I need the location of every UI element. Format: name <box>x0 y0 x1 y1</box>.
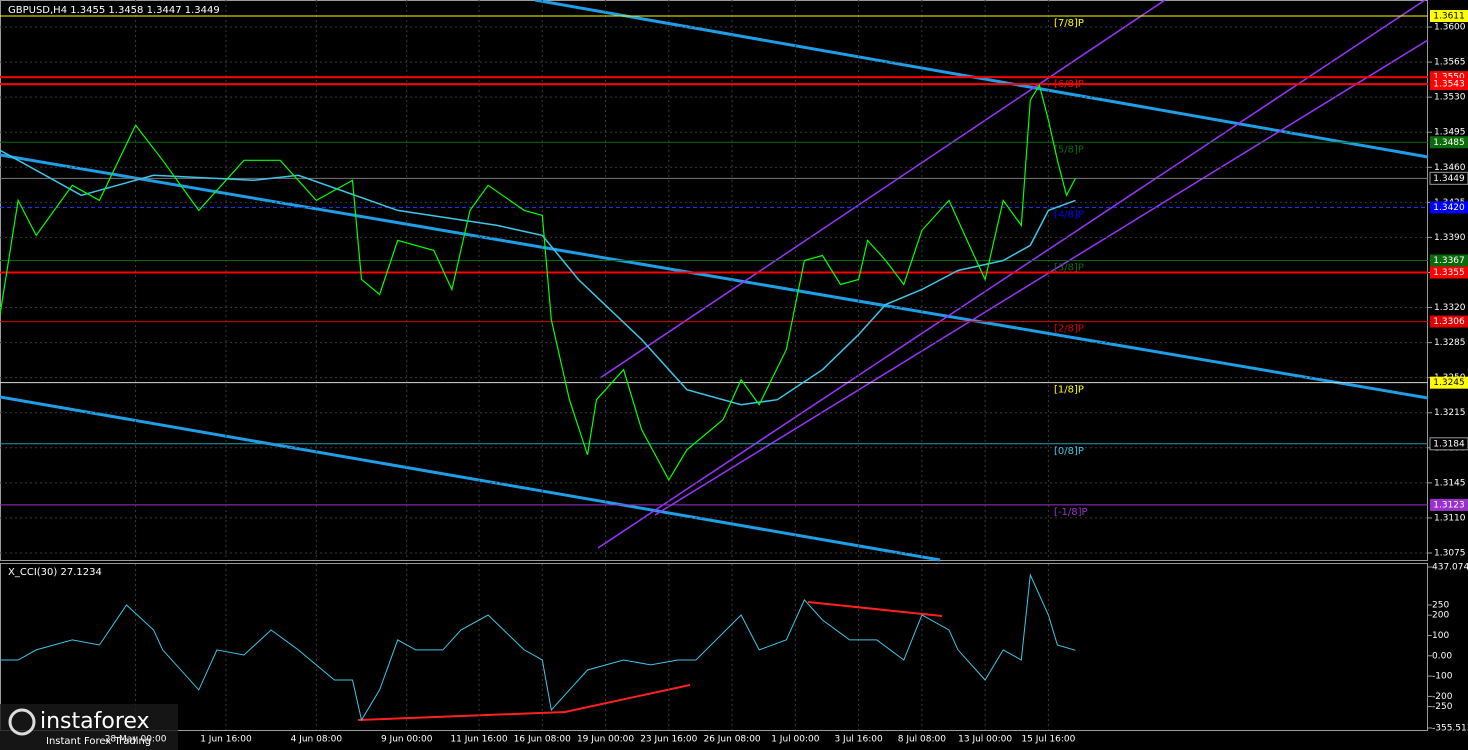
x-tick-label: 19 Jun 00:00 <box>577 735 634 745</box>
x-tick-label: 16 Jun 08:00 <box>514 735 571 745</box>
logo-brand: instaforex <box>40 709 150 734</box>
level-label: 1.3550 <box>1433 73 1465 83</box>
cci-tick-label: 250 <box>1432 601 1449 611</box>
level-label: 1.3611 <box>1433 12 1465 22</box>
y-tick-label: 1.3145 <box>1434 478 1466 488</box>
divergence-line <box>807 601 943 617</box>
chart-title: GBPUSD,H4 1.3455 1.3458 1.3447 1.3449 <box>8 5 220 16</box>
murray-label: [2/8]P <box>1054 324 1084 335</box>
x-tick-label: 4 Jun 08:00 <box>291 735 343 745</box>
x-tick-label: 3 Jul 16:00 <box>834 735 883 745</box>
linear-channel <box>597 0 1426 549</box>
level-label: 1.3245 <box>1433 378 1465 388</box>
x-tick-label: 23 Jun 16:00 <box>640 735 697 745</box>
murray-label: [5/8]P <box>1054 144 1084 155</box>
x-tick-label: 11 Jun 16:00 <box>450 735 507 745</box>
cci-tick-label: 437.0745 <box>1432 563 1468 573</box>
price-line <box>0 83 1077 482</box>
murray-label: [3/8]P <box>1054 262 1084 273</box>
murray-label: [7/8]P <box>1054 18 1084 29</box>
x-tick-label: 26 Jun 08:00 <box>703 735 760 745</box>
level-label: 1.3355 <box>1433 268 1465 278</box>
moving-average <box>0 149 1076 406</box>
level-box <box>1430 201 1468 214</box>
cci-tick-label: -250 <box>1432 702 1453 712</box>
x-tick-label: 8 Jul 08:00 <box>898 735 947 745</box>
linear-channel <box>599 0 1166 379</box>
x-tick-label: 1 Jun 16:00 <box>200 735 252 745</box>
cci-tick-label: -355.5130 <box>1432 724 1468 734</box>
x-tick-label: 28 May 00:00 <box>105 735 167 745</box>
level-box <box>1430 78 1468 91</box>
level-label: 1.3543 <box>1433 80 1465 90</box>
level-label: 1.3306 <box>1433 317 1465 327</box>
linear-channel <box>654 39 1429 516</box>
murray-label: [0/8]P <box>1054 446 1084 457</box>
murray-label: [4/8]P <box>1054 209 1084 220</box>
y-tick-label: 1.3075 <box>1434 548 1466 558</box>
main-frame <box>0 0 1428 561</box>
y-tick-label: 1.3600 <box>1434 23 1466 33</box>
level-label: 1.3449 <box>1433 174 1465 184</box>
level-box <box>1430 266 1468 279</box>
cci-tick-label: -200 <box>1432 692 1453 702</box>
y-tick-label: 1.3110 <box>1434 513 1466 523</box>
level-box <box>1429 437 1468 451</box>
level-box <box>1430 136 1468 149</box>
y-tick-label: 1.3390 <box>1434 233 1466 243</box>
murray-label: [-1/8]P <box>1054 507 1088 518</box>
level-label: 1.3485 <box>1433 138 1465 148</box>
divergence-line <box>357 684 691 721</box>
x-tick-label: 15 Jul 16:00 <box>1021 735 1075 745</box>
trend-channel <box>0 153 1429 400</box>
y-tick-label: 1.3530 <box>1434 93 1466 103</box>
cci-title: X_CCI(30) 27.1234 <box>8 567 102 578</box>
level-label: 1.3420 <box>1433 203 1465 213</box>
level-box <box>1430 254 1468 267</box>
logo: instaforex Instant Forex Trading <box>0 704 178 750</box>
level-label: 1.3184 <box>1433 439 1465 449</box>
trend-channel <box>0 395 941 562</box>
y-tick-label: 1.3320 <box>1434 303 1466 313</box>
cci-tick-label: 200 <box>1432 611 1449 621</box>
level-box <box>1430 10 1468 23</box>
level-label: 1.3367 <box>1433 256 1465 266</box>
level-box <box>1429 171 1468 185</box>
y-tick-label: 1.3565 <box>1434 58 1466 68</box>
y-tick-label: 1.3495 <box>1434 128 1466 138</box>
cci-tick-label: -100 <box>1432 672 1453 682</box>
cci-frame <box>0 563 1428 731</box>
cci-line <box>0 573 1076 722</box>
x-tick-label: 9 Jun 00:00 <box>381 735 433 745</box>
level-box <box>1430 376 1468 389</box>
level-box <box>1430 498 1468 511</box>
cci-tick-label: 0.00 <box>1432 651 1452 661</box>
x-tick-label: 13 Jul 00:00 <box>958 735 1012 745</box>
y-tick-label: 1.3460 <box>1434 163 1466 173</box>
x-tick-label: 1 Jul 00:00 <box>771 735 820 745</box>
y-tick-label: 1.3215 <box>1434 408 1466 418</box>
level-label: 1.3123 <box>1433 500 1465 510</box>
level-box <box>1430 315 1468 328</box>
murray-label: [1/8]P <box>1054 385 1084 396</box>
cci-tick-label: 100 <box>1432 631 1449 641</box>
logo-tagline: Instant Forex Trading <box>46 736 151 747</box>
y-tick-label: 1.3285 <box>1434 338 1466 348</box>
logo-icon <box>8 708 36 736</box>
